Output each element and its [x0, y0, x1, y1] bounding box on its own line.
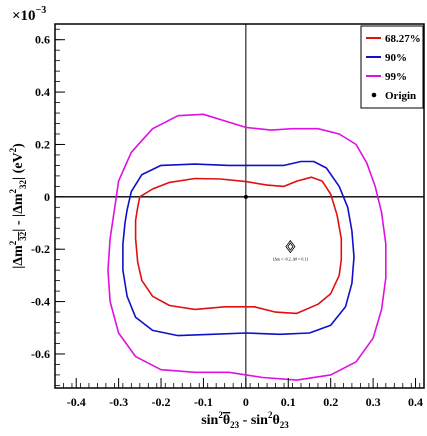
contour-90 [122, 160, 355, 337]
legend: 68.27% 90% 99% Origin [360, 25, 424, 109]
x-tick-label: 0.3 [366, 395, 381, 409]
y-tick-label: -0.2 [31, 242, 50, 256]
y-tick-label: -0.4 [31, 295, 50, 309]
x-axis-title: sin2θ23 - sin2θ23 [201, 410, 289, 430]
legend-box [360, 25, 424, 109]
y-axis-title: |Δm232| - |Δm232| (eV2) [8, 143, 28, 269]
x-tick-label: 0.1 [281, 395, 296, 409]
axis-tick-labels: -0.4 -0.3 -0.2 -0.1 0 0.1 0.2 0.3 0.4 0.6 0.4 0.2 0 -… [31, 33, 423, 409]
y-tick-label: 0.4 [35, 85, 50, 99]
legend-label-99: 99% [385, 71, 407, 83]
x-tick-label: -0.3 [109, 395, 128, 409]
legend-label-90: 90% [385, 52, 407, 64]
legend-swatch-origin [371, 92, 377, 98]
y-tick-label: -0.6 [31, 347, 50, 361]
y-tick-label: 0 [44, 190, 50, 204]
origin-point [243, 194, 248, 199]
axis-ticks [54, 28, 421, 388]
diamond-marker [285, 239, 296, 254]
x-tick-label: -0.2 [152, 395, 171, 409]
x-tick-label: 0.4 [408, 395, 423, 409]
contour-series [107, 113, 387, 381]
x-tick-label: 0 [243, 395, 249, 409]
x-tick-label: -0.4 [67, 395, 86, 409]
exponent-label: ×10−3 [12, 5, 46, 24]
point-annotation: [Δm = -0.2, Δθ = 0.1] [273, 257, 308, 263]
y-tick-label: 0.2 [35, 137, 50, 151]
plot-border [54, 23, 425, 389]
y-tick-label: 0.6 [35, 33, 50, 47]
legend-label-origin: Origin [385, 90, 416, 102]
x-tick-label: -0.1 [194, 395, 213, 409]
contour-99 [107, 113, 387, 381]
legend-label-68: 68.27% [385, 33, 421, 45]
x-tick-label: 0.2 [323, 395, 338, 409]
plot-frame [54, 23, 425, 389]
contour-6827 [134, 176, 343, 315]
